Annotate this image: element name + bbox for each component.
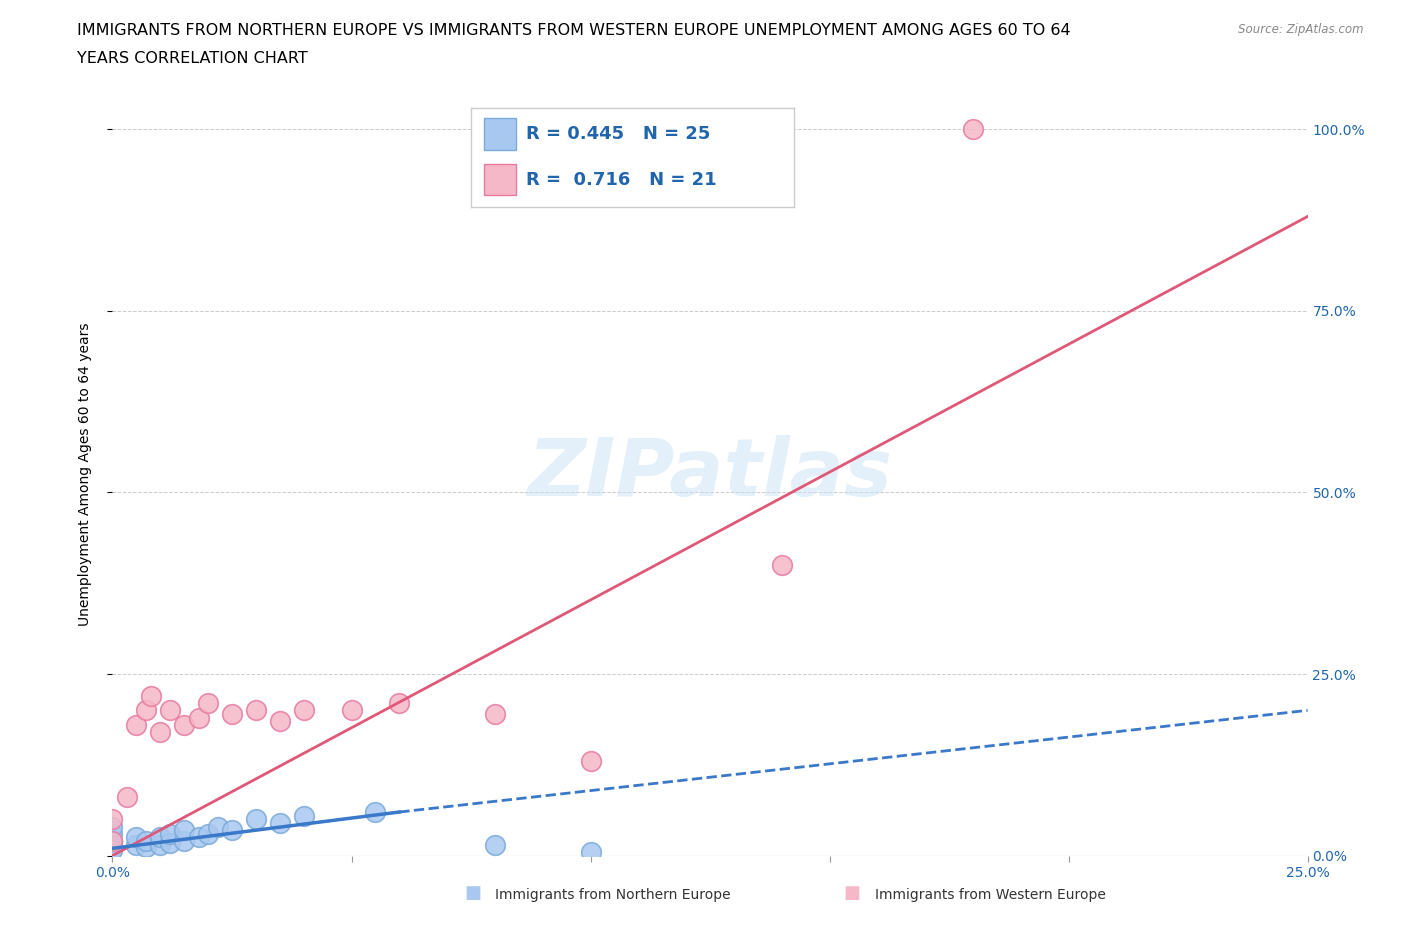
Point [101,843,124,857]
Point [125,830,148,844]
Point [484,707,506,722]
Point [173,823,195,838]
Point [187,711,209,725]
Point [149,830,172,844]
Point [149,724,172,739]
Text: ZIPatlas: ZIPatlas [527,435,893,513]
Point [245,703,267,718]
Point [101,841,124,856]
Point [125,837,148,852]
Point [159,827,181,842]
Point [269,714,291,729]
Point [962,122,984,137]
Point [197,827,219,842]
Point [364,804,387,819]
Point [101,819,124,834]
Point [269,816,291,830]
Point [159,835,181,850]
Y-axis label: Unemployment Among Ages 60 to 64 years: Unemployment Among Ages 60 to 64 years [77,323,91,626]
Point [207,819,229,834]
Point [388,696,411,711]
Text: ■: ■ [464,884,481,902]
Point [292,703,315,718]
Point [579,753,602,768]
Text: Source: ZipAtlas.com: Source: ZipAtlas.com [1239,23,1364,36]
Point [221,707,243,722]
Text: IMMIGRANTS FROM NORTHERN EUROPE VS IMMIGRANTS FROM WESTERN EUROPE UNEMPLOYMENT A: IMMIGRANTS FROM NORTHERN EUROPE VS IMMIG… [77,23,1071,38]
Point [221,823,243,838]
Point [135,840,157,855]
Point [101,812,124,827]
Point [340,703,363,718]
Point [187,830,209,844]
Point [101,833,124,848]
Point [115,790,138,805]
Point [159,703,181,718]
Point [101,827,124,842]
Point [579,844,602,859]
Text: Immigrants from Northern Europe: Immigrants from Northern Europe [495,888,731,902]
Point [101,833,124,848]
Text: YEARS CORRELATION CHART: YEARS CORRELATION CHART [77,51,308,66]
Point [197,696,219,711]
Point [484,837,506,852]
Point [139,688,162,703]
Point [125,717,148,732]
Text: Immigrants from Western Europe: Immigrants from Western Europe [875,888,1105,902]
Point [770,558,793,573]
Point [245,812,267,827]
Point [173,717,195,732]
Point [149,837,172,852]
Point [135,833,157,848]
Point [173,833,195,848]
Point [292,808,315,823]
Text: ■: ■ [844,884,860,902]
Point [135,703,157,718]
